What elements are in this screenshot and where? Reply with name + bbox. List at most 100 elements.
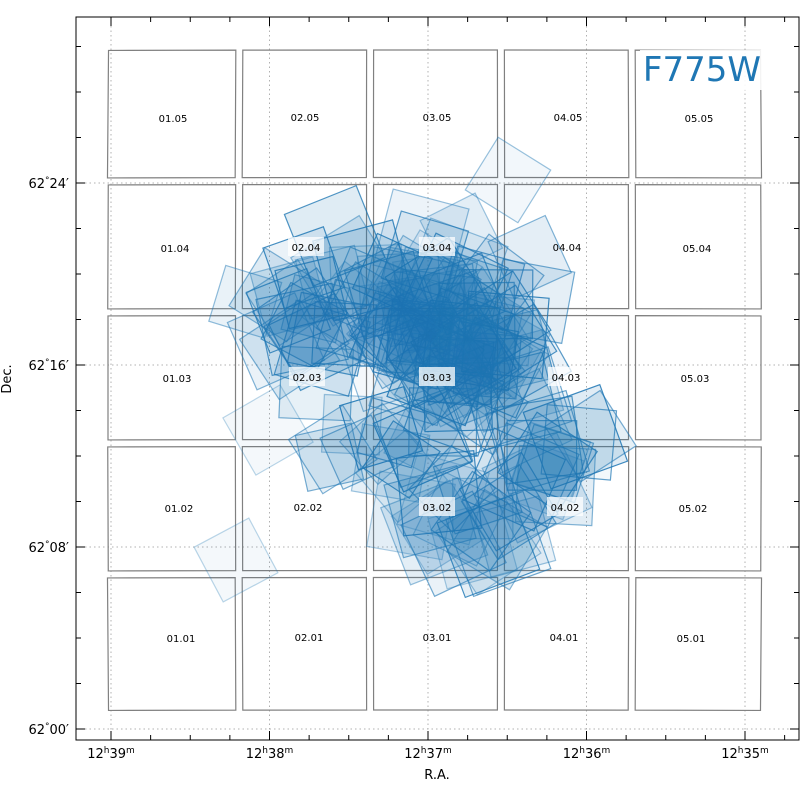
exposure-footprint [464, 136, 552, 224]
exposure-footprint [487, 214, 573, 300]
survey-tile [372, 49, 499, 179]
survey-tile [372, 445, 499, 572]
tile-label-background [419, 497, 455, 516]
x-tick-labels: 12h39m 12h38m 12h37m 12h36m 12h35m [87, 746, 769, 762]
tile-label: 04.04 [553, 243, 582, 254]
exposure-footprints [193, 136, 637, 603]
survey-tile [107, 446, 237, 572]
tile-label: 02.01 [295, 633, 324, 644]
tile-label: 02.02 [294, 503, 323, 514]
exposure-footprint [461, 427, 567, 532]
exposure-footprint [366, 234, 464, 332]
survey-tile [107, 184, 237, 310]
exposure-footprint [445, 488, 548, 591]
tile-labels: 01.05 02.05 03.05 04.05 05.05 01.04 02.04 03.04… [159, 113, 714, 645]
filter-label-background [640, 50, 766, 90]
survey-tile [241, 445, 368, 572]
y-tick-label: 62°00′ [28, 722, 69, 738]
exposure-footprint [338, 385, 424, 471]
tile-label: 01.05 [159, 114, 188, 125]
exposure-footprint [287, 404, 378, 495]
filter-label: F775W [643, 50, 761, 90]
exposure-footprint [484, 389, 591, 496]
exposure-footprint [226, 292, 326, 391]
exposure-footprint [222, 384, 314, 476]
exposure-footprint [268, 292, 368, 392]
exposure-footprint [540, 404, 618, 481]
survey-tile [634, 184, 762, 310]
tile-label-background [289, 367, 325, 386]
x-tick-label: 12h38m [246, 746, 294, 762]
exposure-footprint [356, 251, 444, 338]
x-tick-label: 12h36m [563, 746, 611, 762]
exposure-footprint [373, 388, 474, 489]
exposure-footprint [193, 517, 279, 603]
tile-label: 05.02 [679, 504, 708, 515]
exposure-footprint [349, 286, 444, 380]
tile-label: 02.05 [291, 113, 320, 124]
axis-ticks [76, 17, 799, 740]
exposure-footprint [373, 246, 466, 339]
tile-label: 02.04 [292, 243, 321, 254]
exposure-footprint [460, 464, 557, 561]
tile-label: 05.05 [685, 114, 714, 125]
exposure-footprint [393, 263, 483, 352]
y-tick-label: 62°08′ [28, 540, 69, 556]
exposure-footprint [345, 291, 432, 378]
exposure-footprint [348, 276, 440, 368]
exposure-footprint [408, 387, 478, 457]
plot-frame [75, 16, 800, 741]
exposure-footprint [391, 245, 482, 336]
tile-label-background [548, 367, 584, 386]
survey-tile [503, 576, 630, 711]
exposure-footprint [427, 498, 519, 590]
survey-tile [106, 577, 237, 712]
exposure-footprint [544, 389, 637, 483]
exposure-footprint [208, 264, 283, 340]
exposure-footprint [262, 226, 346, 310]
exposure-footprint [379, 477, 489, 586]
survey-tile [503, 183, 630, 310]
exposure-footprint [436, 494, 541, 599]
tile-label: 01.04 [161, 244, 190, 255]
tile-label: 04.01 [550, 633, 579, 644]
x-tick-label: 12h35m [721, 746, 769, 762]
exposure-footprint [312, 219, 415, 322]
y-tick-label: 62°24′ [28, 176, 69, 192]
tile-label-background [419, 237, 455, 256]
tile-label: 01.02 [165, 504, 194, 515]
tile-label: 04.05 [554, 113, 583, 124]
tile-label: 04.03 [552, 373, 581, 384]
tile-label: 03.01 [423, 633, 452, 644]
exposure-footprint [255, 282, 349, 377]
survey-tile [634, 446, 762, 572]
tile-label: 01.03 [163, 374, 192, 385]
x-tick-label: 12h37m [404, 746, 452, 762]
y-tick-labels: 62°24′ 62°16′ 62°08′ 62°00′ [28, 176, 69, 738]
x-tick-label: 12h39m [87, 746, 135, 762]
exposure-footprint [228, 247, 324, 343]
tile-label: 03.05 [423, 113, 452, 124]
tile-label: 05.04 [683, 244, 712, 255]
exposure-footprint [448, 284, 558, 394]
survey-tile [503, 445, 630, 572]
y-axis-label: Dec. [0, 364, 15, 393]
tile-label: 01.01 [167, 634, 196, 645]
survey-tile [241, 576, 368, 711]
tile-label: 05.01 [677, 634, 706, 645]
exposure-footprint [356, 397, 428, 469]
tile-label: 03.03 [423, 373, 452, 384]
survey-tile [634, 577, 763, 712]
tile-label-background [288, 237, 324, 256]
tile-label: 04.02 [551, 503, 580, 514]
tile-label-background [419, 367, 455, 386]
y-tick-label: 62°16′ [28, 358, 69, 374]
survey-tile [241, 183, 368, 310]
survey-tile [107, 315, 237, 441]
survey-tile [372, 576, 499, 711]
survey-tile [503, 49, 630, 179]
exposure-footprint [390, 246, 479, 335]
survey-tile [634, 315, 762, 441]
